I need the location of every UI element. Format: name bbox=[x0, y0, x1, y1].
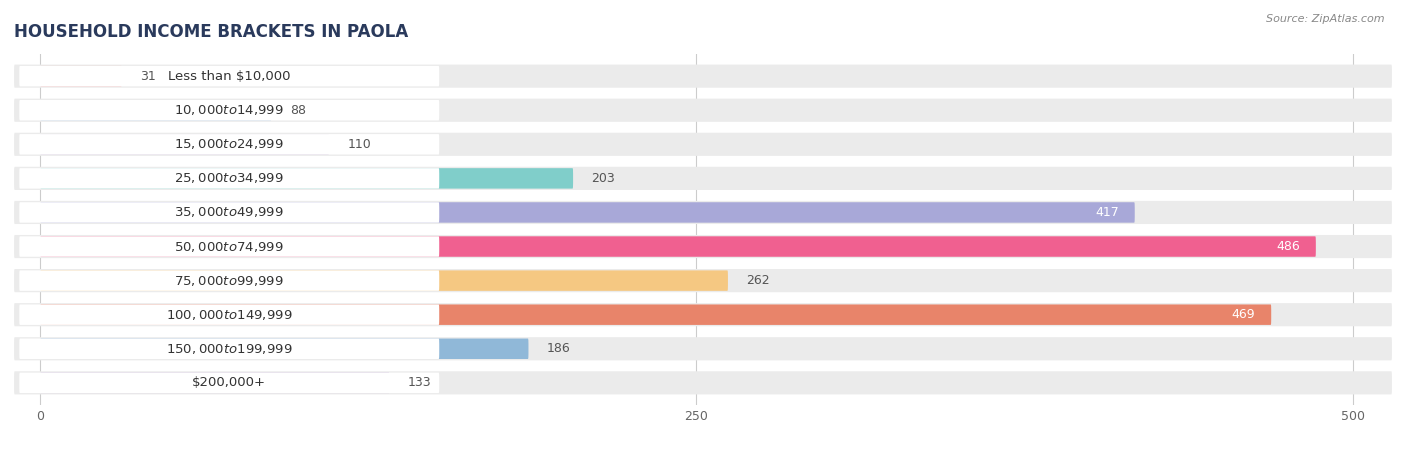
Text: $10,000 to $14,999: $10,000 to $14,999 bbox=[174, 103, 284, 117]
Text: 88: 88 bbox=[290, 104, 305, 117]
FancyBboxPatch shape bbox=[41, 100, 271, 121]
Text: $150,000 to $199,999: $150,000 to $199,999 bbox=[166, 342, 292, 356]
FancyBboxPatch shape bbox=[41, 66, 122, 86]
FancyBboxPatch shape bbox=[41, 168, 574, 189]
FancyBboxPatch shape bbox=[14, 99, 1392, 122]
Text: $25,000 to $34,999: $25,000 to $34,999 bbox=[174, 171, 284, 185]
FancyBboxPatch shape bbox=[20, 202, 439, 223]
FancyBboxPatch shape bbox=[20, 373, 439, 393]
Text: 110: 110 bbox=[347, 138, 371, 151]
FancyBboxPatch shape bbox=[41, 202, 1135, 223]
FancyBboxPatch shape bbox=[41, 373, 389, 393]
Text: $75,000 to $99,999: $75,000 to $99,999 bbox=[174, 274, 284, 288]
Text: $100,000 to $149,999: $100,000 to $149,999 bbox=[166, 308, 292, 322]
Text: 203: 203 bbox=[592, 172, 616, 185]
FancyBboxPatch shape bbox=[20, 134, 439, 154]
FancyBboxPatch shape bbox=[14, 269, 1392, 292]
Text: 486: 486 bbox=[1277, 240, 1301, 253]
FancyBboxPatch shape bbox=[20, 66, 439, 86]
Text: $35,000 to $49,999: $35,000 to $49,999 bbox=[174, 206, 284, 220]
Text: 31: 31 bbox=[141, 70, 156, 83]
FancyBboxPatch shape bbox=[14, 235, 1392, 258]
FancyBboxPatch shape bbox=[20, 270, 439, 291]
FancyBboxPatch shape bbox=[20, 338, 439, 359]
FancyBboxPatch shape bbox=[41, 236, 1316, 257]
Text: 133: 133 bbox=[408, 376, 432, 389]
FancyBboxPatch shape bbox=[41, 134, 329, 154]
Text: 417: 417 bbox=[1095, 206, 1119, 219]
FancyBboxPatch shape bbox=[41, 305, 1271, 325]
FancyBboxPatch shape bbox=[14, 337, 1392, 360]
Text: $15,000 to $24,999: $15,000 to $24,999 bbox=[174, 137, 284, 151]
FancyBboxPatch shape bbox=[14, 64, 1392, 88]
Text: 262: 262 bbox=[747, 274, 770, 287]
FancyBboxPatch shape bbox=[41, 338, 529, 359]
FancyBboxPatch shape bbox=[14, 303, 1392, 326]
FancyBboxPatch shape bbox=[20, 305, 439, 325]
Text: Source: ZipAtlas.com: Source: ZipAtlas.com bbox=[1267, 14, 1385, 23]
FancyBboxPatch shape bbox=[14, 371, 1392, 395]
FancyBboxPatch shape bbox=[14, 167, 1392, 190]
Text: $200,000+: $200,000+ bbox=[193, 376, 266, 389]
FancyBboxPatch shape bbox=[14, 133, 1392, 156]
FancyBboxPatch shape bbox=[20, 236, 439, 257]
Text: Less than $10,000: Less than $10,000 bbox=[169, 70, 291, 83]
FancyBboxPatch shape bbox=[41, 270, 728, 291]
Text: $50,000 to $74,999: $50,000 to $74,999 bbox=[174, 239, 284, 253]
FancyBboxPatch shape bbox=[14, 201, 1392, 224]
FancyBboxPatch shape bbox=[20, 168, 439, 189]
Text: 469: 469 bbox=[1232, 308, 1256, 321]
FancyBboxPatch shape bbox=[20, 100, 439, 121]
Text: HOUSEHOLD INCOME BRACKETS IN PAOLA: HOUSEHOLD INCOME BRACKETS IN PAOLA bbox=[14, 23, 408, 41]
Text: 186: 186 bbox=[547, 342, 571, 355]
